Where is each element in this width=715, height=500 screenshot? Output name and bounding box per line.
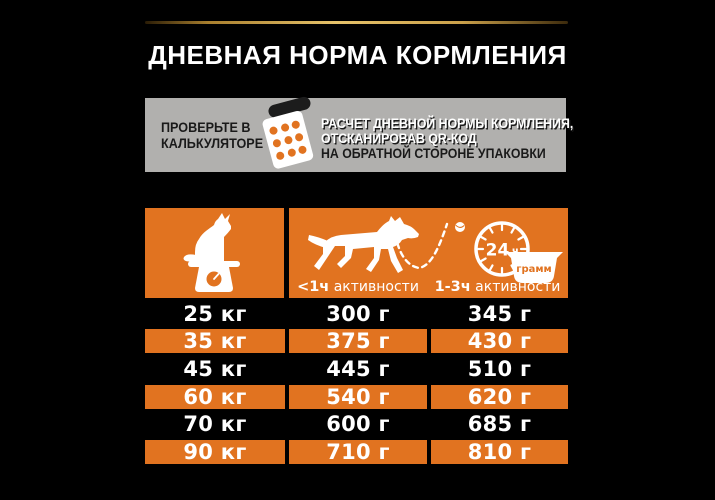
table-cell-low: 540 г (289, 384, 427, 409)
calculator-key (297, 144, 308, 155)
table-cell-weight: 70 кг (183, 412, 247, 437)
calculator-key (271, 137, 282, 148)
table-cell-high: 685 г (467, 412, 532, 437)
bowl-label: грамм (516, 264, 551, 275)
calculator-key (275, 150, 286, 161)
table-cell-low: 600 г (326, 412, 390, 437)
calculator-keypad (261, 109, 315, 170)
table-rows: 25 кг 300 г 345 г 35 кг 375 г 430 г 45 кг 445 г… (145, 300, 568, 466)
column-label-high-activity: 1-3ч активности (434, 279, 561, 295)
table-cell-high: 510 г (467, 356, 532, 381)
banner-right-text: РАСЧЕТ ДНЕВНОЙ НОРМЫ КОРМЛЕНИЯ, ОТСКАНИР… (321, 116, 573, 161)
calculator-key (282, 134, 293, 145)
table-cell-high: 345 г (467, 301, 532, 326)
page-title: ДНЕВНАЯ НОРМА КОРМЛЕНИЯ (148, 40, 567, 70)
table-row: 60 кг 540 г 620 г (145, 383, 568, 411)
table-cell-low: 300 г (326, 301, 390, 326)
header-weight-cell (145, 208, 284, 298)
banner-right-line3: НА ОБРАТНОЙ СТОРОНЕ УПАКОВКИ (321, 145, 546, 161)
banner-right-line1: РАСЧЕТ ДНЕВНОЙ НОРМЫ КОРМЛЕНИЯ, (321, 115, 574, 131)
table-cell-high: 620 г (431, 384, 568, 409)
banner-left-line1: ПРОВЕРЬТЕ В (161, 119, 251, 135)
table-cell-weight: 35 кг (145, 329, 285, 354)
clock-number: 24 (486, 241, 510, 261)
food-bowl-icon: грамм (505, 252, 563, 283)
running-dog-icon (308, 216, 419, 273)
calculator-key (286, 147, 297, 158)
table-row: 70 кг 600 г 685 г (145, 410, 568, 438)
calculator-key (290, 119, 301, 130)
table-cell-weight: 60 кг (145, 384, 285, 409)
banner-left-text: ПРОВЕРЬТЕ В КАЛЬКУЛЯТОРЕ (161, 119, 264, 151)
header-activity-cell: 24 ч грамм <1ч активности 1-3ч активност… (289, 208, 568, 298)
banner-left-line2: КАЛЬКУЛЯТОРЕ (161, 134, 264, 151)
dog-on-scale-icon (183, 213, 240, 292)
table-cell-high: 810 г (431, 439, 568, 464)
table-cell-low: 445 г (326, 356, 390, 381)
table-cell-high: 430 г (431, 329, 568, 354)
calculator-key (294, 131, 304, 142)
calculator-icon (258, 95, 325, 172)
calculator-banner: ПРОВЕРЬТЕ В КАЛЬКУЛЯТОРЕ РАСЧЕТ ДНЕВНОЙ … (145, 95, 573, 172)
table-cell-weight: 45 кг (183, 356, 247, 381)
ball-icon (455, 222, 465, 232)
table-cell-low: 375 г (289, 329, 427, 354)
table-row: 90 кг 710 г 810 г (145, 438, 568, 466)
gold-divider-line (145, 21, 568, 24)
24h-clock-icon: 24 ч (474, 221, 530, 277)
calculator-key (279, 122, 290, 133)
table-row: 25 кг 300 г 345 г (145, 300, 568, 328)
ball-trajectory-icon (393, 222, 465, 270)
clock-unit: ч (512, 246, 519, 257)
banner-right-line2: ОТСКАНИРОВАВ QR-КОД (321, 130, 477, 146)
table-cell-weight: 90 кг (145, 439, 285, 464)
table-cell-low: 710 г (289, 439, 427, 464)
table-row: 45 кг 445 г 510 г (145, 355, 568, 383)
table-cell-weight: 25 кг (183, 301, 247, 326)
column-label-low-activity: <1ч активности (297, 279, 419, 295)
calculator-key (268, 125, 279, 136)
table-row: 35 кг 375 г 430 г (145, 328, 568, 356)
